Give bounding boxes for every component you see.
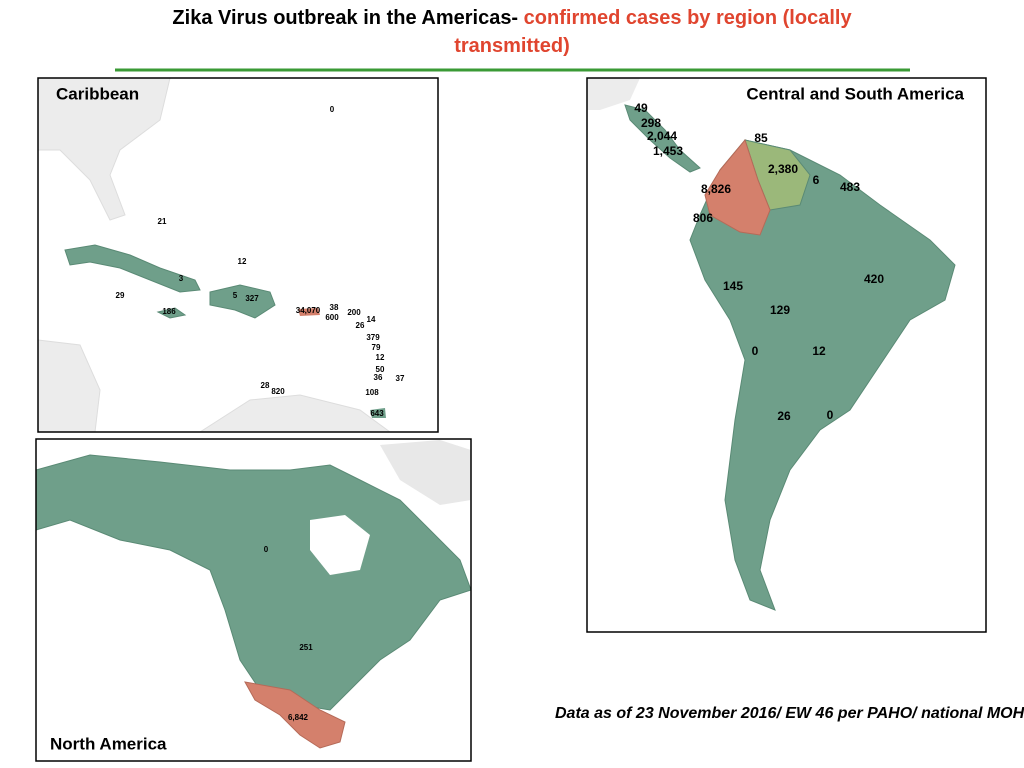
case-count: 2,380 xyxy=(768,162,798,176)
case-count: 85 xyxy=(754,131,768,145)
panel-title: Central and South America xyxy=(746,84,964,103)
title: Zika Virus outbreak in the Americas- con… xyxy=(162,4,862,60)
case-count: 79 xyxy=(372,343,381,352)
case-count: 26 xyxy=(356,321,365,330)
case-count: 12 xyxy=(812,344,826,358)
case-count: 38 xyxy=(330,303,339,312)
panel-title: North America xyxy=(50,734,167,753)
case-count: 1,453 xyxy=(653,144,683,158)
case-count: 6,842 xyxy=(288,713,309,722)
title-highlight: confirmed cases by region (locally trans… xyxy=(454,7,852,57)
case-count: 34,070 xyxy=(296,306,321,315)
case-count: 12 xyxy=(376,353,385,362)
caribbean-map xyxy=(38,78,391,432)
panel-frame xyxy=(586,77,987,633)
case-count: 21 xyxy=(158,217,167,226)
case-count: 0 xyxy=(827,408,834,422)
case-count: 29 xyxy=(116,291,125,300)
case-count: 251 xyxy=(299,643,313,652)
title-main: Zika Virus outbreak in the Americas- xyxy=(172,7,519,29)
case-count: 186 xyxy=(162,307,176,316)
case-count: 12 xyxy=(238,257,247,266)
panel-frame xyxy=(35,438,472,762)
case-count: 379 xyxy=(366,333,380,342)
case-count: 14 xyxy=(367,315,376,324)
case-count: 50 xyxy=(376,365,385,374)
case-count: 200 xyxy=(347,308,361,317)
case-count: 0 xyxy=(264,545,269,554)
case-count: 36 xyxy=(374,373,383,382)
case-count: 327 xyxy=(245,294,259,303)
case-count: 806 xyxy=(693,211,713,225)
case-count: 129 xyxy=(770,303,790,317)
case-count: 600 xyxy=(325,313,339,322)
case-count: 483 xyxy=(840,180,860,194)
footnote: Data as of 23 November 2016/ EW 46 per P… xyxy=(555,705,1024,722)
case-count: 108 xyxy=(365,388,379,397)
case-count: 26 xyxy=(777,409,791,423)
case-count: 5 xyxy=(233,291,238,300)
case-count: 0 xyxy=(752,344,759,358)
case-count: 28 xyxy=(261,381,270,390)
case-count: 37 xyxy=(396,374,405,383)
panel-frame xyxy=(37,77,439,433)
panel-title: Caribbean xyxy=(56,84,139,103)
north-america-map xyxy=(36,440,471,749)
case-count: 0 xyxy=(330,105,335,114)
south-america-map xyxy=(587,78,956,611)
case-count: 8,826 xyxy=(701,182,731,196)
case-count: 820 xyxy=(271,387,285,396)
case-count: 145 xyxy=(723,279,743,293)
case-count: 2,044 xyxy=(647,129,677,143)
case-count: 3 xyxy=(179,274,184,283)
case-count: 643 xyxy=(370,409,384,418)
case-count: 6 xyxy=(813,173,820,187)
case-count: 49 xyxy=(634,101,648,115)
case-count: 298 xyxy=(641,116,661,130)
case-count: 420 xyxy=(864,272,884,286)
